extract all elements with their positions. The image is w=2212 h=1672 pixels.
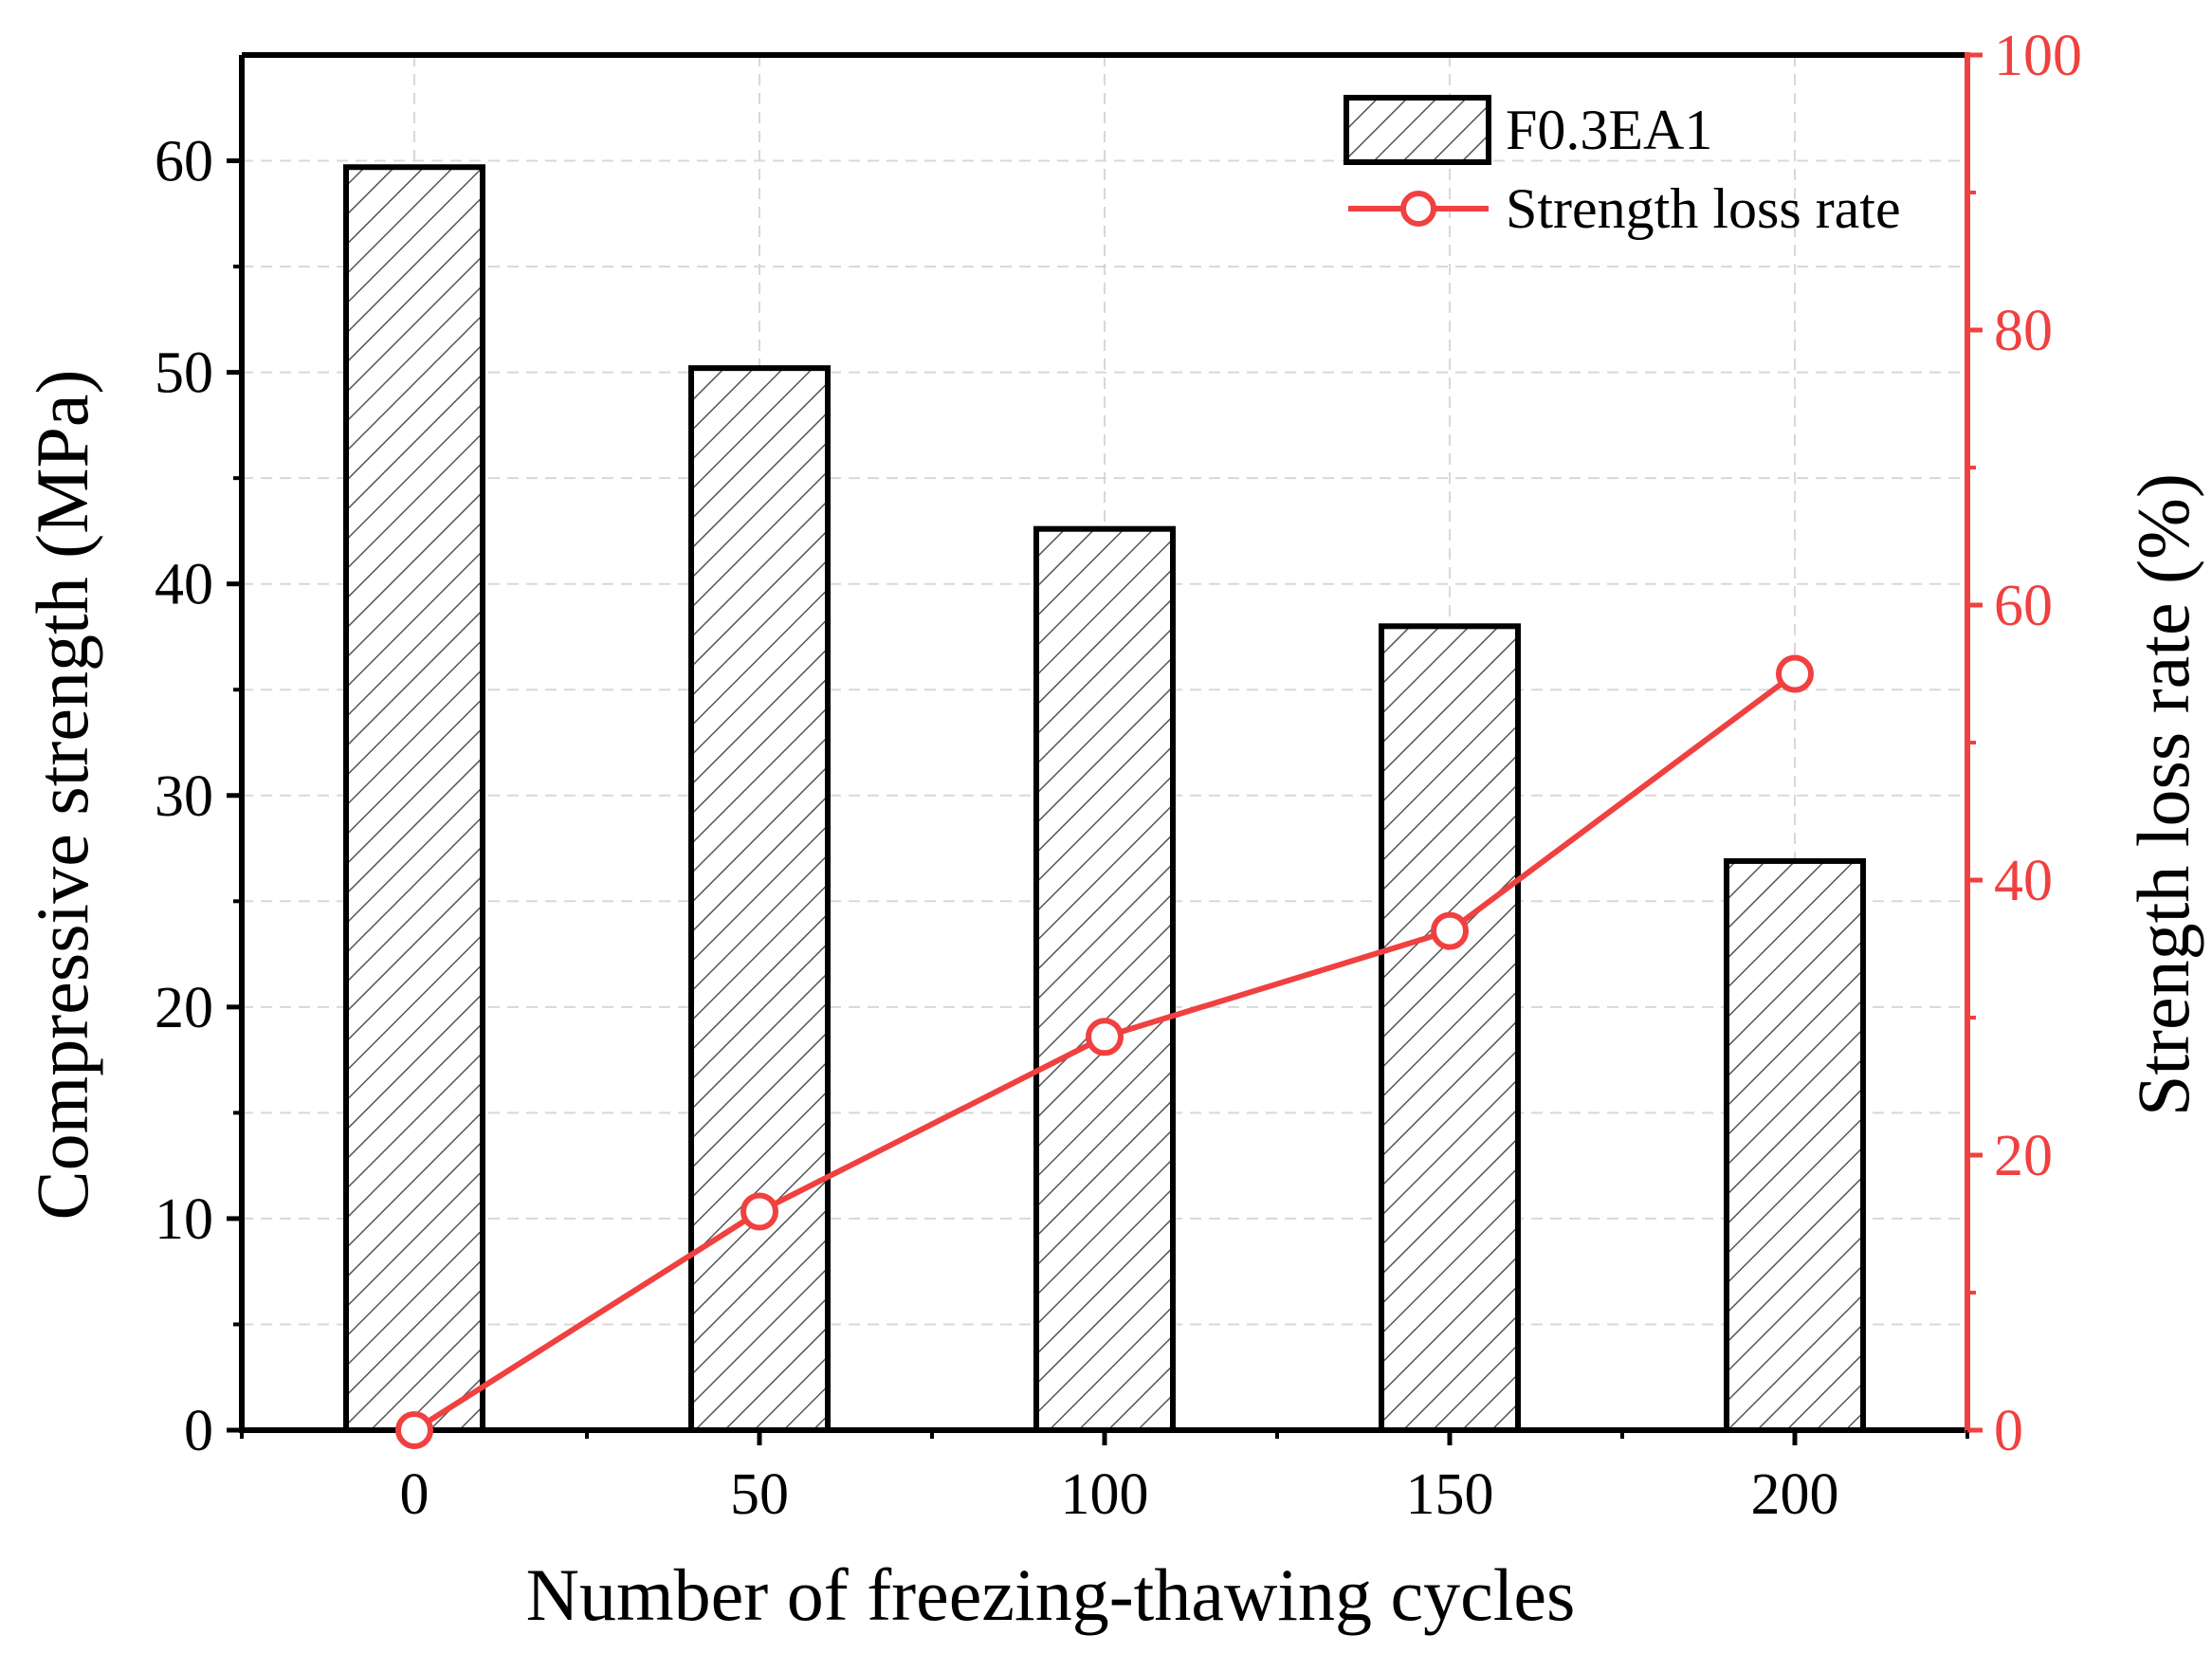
x-tick-label: 100 xyxy=(1061,1462,1149,1527)
x-tick-label: 0 xyxy=(400,1462,430,1527)
axes xyxy=(227,52,1983,1445)
y-tick-label: 40 xyxy=(155,553,213,617)
x-tick-label: 150 xyxy=(1406,1462,1494,1527)
y-tick-label: 20 xyxy=(155,976,213,1040)
loss-rate-point-100 xyxy=(1086,1018,1124,1056)
loss-rate-point-50 xyxy=(740,1192,778,1231)
y-tick-label: 0 xyxy=(184,1399,213,1463)
bar-100 xyxy=(1033,525,1176,1433)
bar-200 xyxy=(1724,857,1866,1433)
y2-tick-label: 0 xyxy=(1994,1399,2023,1463)
y2-axis-title: Strength loss rate (%) xyxy=(2122,473,2204,1116)
bar-series xyxy=(343,164,1866,1434)
y2-tick-label: 100 xyxy=(1994,24,2082,88)
x-tick-label: 50 xyxy=(730,1462,789,1527)
y2-tick-label: 20 xyxy=(1994,1124,2053,1188)
x-axis-title: Number of freezing-thawing cycles xyxy=(526,1553,1576,1636)
y-axis-title: Compressive strength (MPa) xyxy=(21,370,103,1221)
legend-label-line: Strength loss rate xyxy=(1506,177,1901,240)
y-tick-label: 50 xyxy=(155,341,213,406)
legend-swatch-bar xyxy=(1344,95,1491,165)
loss-rate-point-150 xyxy=(1431,911,1469,950)
y2-tick-label: 40 xyxy=(1994,849,2053,913)
loss-rate-series xyxy=(395,654,1814,1449)
loss-rate-point-0 xyxy=(395,1411,433,1449)
loss-rate-point-200 xyxy=(1776,654,1814,693)
legend-label-bar: F0.3EA1 xyxy=(1506,99,1712,161)
y-tick-label: 30 xyxy=(155,764,213,829)
legend-swatch-marker xyxy=(1400,191,1436,227)
y-tick-label: 10 xyxy=(155,1187,213,1252)
y2-tick-label: 80 xyxy=(1994,299,2053,363)
legend: F0.3EA1 Strength loss rate xyxy=(1344,95,1901,240)
x-tick-label: 200 xyxy=(1751,1462,1839,1527)
y-tick-label: 60 xyxy=(155,130,213,194)
y2-tick-label: 60 xyxy=(1994,574,2053,638)
tick-labels: 0 10 20 30 40 50 60 0 50 100 150 200 0 20 40 60 80 100 xyxy=(155,24,2082,1527)
bar-50 xyxy=(688,365,831,1434)
bar-150 xyxy=(1379,623,1521,1433)
bar-0 xyxy=(343,164,485,1434)
